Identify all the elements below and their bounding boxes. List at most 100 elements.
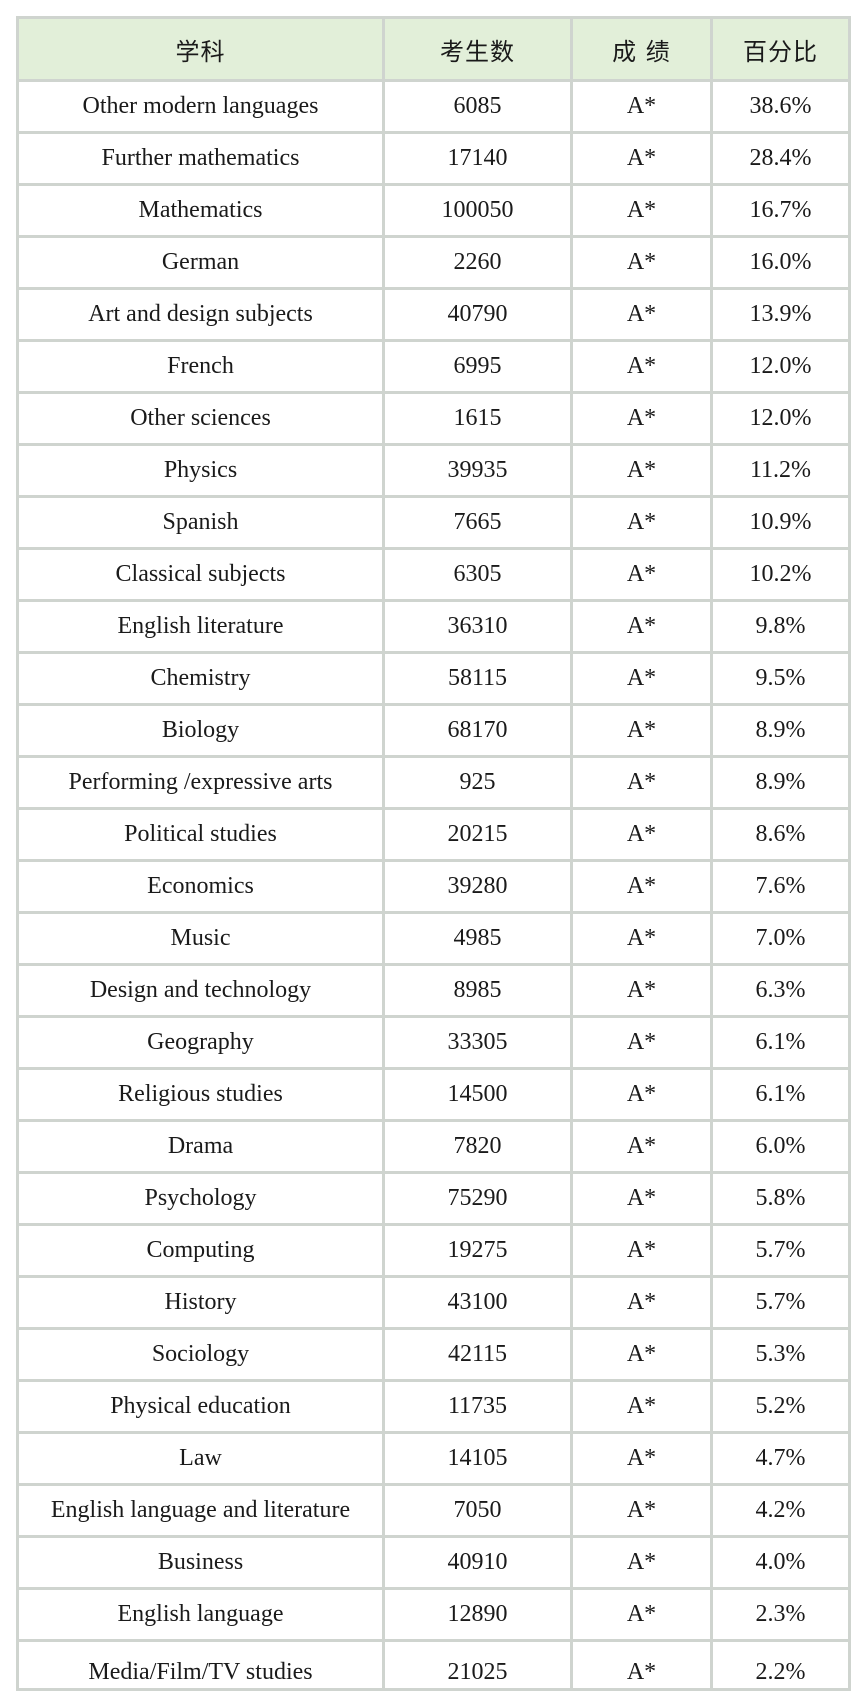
cell-percent: 11.2% [710,443,851,498]
table-row: Classical subjects 6305 A* 10.2% [16,547,851,602]
table-row: Media/Film/TV studies 21025 A* 2.2% [16,1639,851,1691]
cell-percent: 16.7% [710,183,851,238]
header-candidates: 考生数 [382,16,573,82]
cell-subject: Design and technology [16,963,385,1018]
cell-percent: 28.4% [710,131,851,186]
cell-grade: A* [570,1275,713,1330]
table-row: English literature 36310 A* 9.8% [16,599,851,654]
cell-percent: 13.9% [710,287,851,342]
cell-percent: 4.0% [710,1535,851,1590]
cell-candidates: 17140 [382,131,573,186]
cell-percent: 5.7% [710,1223,851,1278]
cell-subject: Geography [16,1015,385,1070]
cell-subject: Other modern languages [16,79,385,134]
cell-candidates: 39935 [382,443,573,498]
cell-subject: Business [16,1535,385,1590]
cell-candidates: 8985 [382,963,573,1018]
cell-grade: A* [570,235,713,290]
cell-candidates: 43100 [382,1275,573,1330]
cell-subject: Law [16,1431,385,1486]
cell-percent: 7.0% [710,911,851,966]
cell-candidates: 19275 [382,1223,573,1278]
results-table: 学科 考生数 成 绩 百分比 Other modern languages 608… [16,16,851,1691]
cell-subject: Performing /expressive arts [16,755,385,810]
table-row: Biology 68170 A* 8.9% [16,703,851,758]
cell-candidates: 6085 [382,79,573,134]
table-header: 学科 考生数 成 绩 百分比 [16,16,851,82]
table-row: Religious studies 14500 A* 6.1% [16,1067,851,1122]
cell-candidates: 39280 [382,859,573,914]
cell-subject: Sociology [16,1327,385,1382]
cell-subject: Drama [16,1119,385,1174]
cell-percent: 6.3% [710,963,851,1018]
results-table-container: 学科 考生数 成 绩 百分比 Other modern languages 608… [16,16,851,1691]
cell-percent: 4.2% [710,1483,851,1538]
cell-subject: English literature [16,599,385,654]
cell-candidates: 40790 [382,287,573,342]
cell-grade: A* [570,1171,713,1226]
header-percent: 百分比 [710,16,851,82]
table-row: Physical education 11735 A* 5.2% [16,1379,851,1434]
cell-candidates: 6305 [382,547,573,602]
header-subject: 学科 [16,16,385,82]
cell-subject: English language [16,1587,385,1642]
cell-percent: 4.7% [710,1431,851,1486]
cell-subject: Spanish [16,495,385,550]
cell-grade: A* [570,651,713,706]
cell-subject: French [16,339,385,394]
header-row: 学科 考生数 成 绩 百分比 [16,16,851,82]
table-row: Psychology 75290 A* 5.8% [16,1171,851,1226]
cell-grade: A* [570,755,713,810]
table-row: Chemistry 58115 A* 9.5% [16,651,851,706]
cell-candidates: 21025 [382,1639,573,1691]
cell-percent: 5.7% [710,1275,851,1330]
cell-grade: A* [570,963,713,1018]
table-row: Physics 39935 A* 11.2% [16,443,851,498]
cell-percent: 7.6% [710,859,851,914]
cell-candidates: 7050 [382,1483,573,1538]
cell-candidates: 58115 [382,651,573,706]
cell-candidates: 6995 [382,339,573,394]
table-row: Design and technology 8985 A* 6.3% [16,963,851,1018]
cell-percent: 9.5% [710,651,851,706]
cell-grade: A* [570,79,713,134]
cell-candidates: 33305 [382,1015,573,1070]
cell-grade: A* [570,1587,713,1642]
cell-subject: History [16,1275,385,1330]
cell-candidates: 14105 [382,1431,573,1486]
cell-percent: 9.8% [710,599,851,654]
cell-subject: Classical subjects [16,547,385,602]
cell-subject: Physical education [16,1379,385,1434]
table-row: English language and literature 7050 A* 4.2… [16,1483,851,1538]
cell-percent: 8.6% [710,807,851,862]
table-row: Further mathematics 17140 A* 28.4% [16,131,851,186]
cell-subject: Computing [16,1223,385,1278]
cell-candidates: 40910 [382,1535,573,1590]
table-row: Sociology 42115 A* 5.3% [16,1327,851,1382]
cell-grade: A* [570,911,713,966]
cell-candidates: 100050 [382,183,573,238]
table-row: French 6995 A* 12.0% [16,339,851,394]
cell-candidates: 11735 [382,1379,573,1434]
cell-grade: A* [570,1639,713,1691]
cell-grade: A* [570,807,713,862]
cell-percent: 5.3% [710,1327,851,1382]
table-row: Spanish 7665 A* 10.9% [16,495,851,550]
cell-grade: A* [570,599,713,654]
cell-grade: A* [570,703,713,758]
cell-grade: A* [570,443,713,498]
cell-percent: 38.6% [710,79,851,134]
cell-percent: 6.1% [710,1015,851,1070]
cell-grade: A* [570,1535,713,1590]
cell-percent: 2.3% [710,1587,851,1642]
cell-candidates: 42115 [382,1327,573,1382]
cell-subject: Other sciences [16,391,385,446]
table-row: Political studies 20215 A* 8.6% [16,807,851,862]
table-row: Law 14105 A* 4.7% [16,1431,851,1486]
cell-grade: A* [570,391,713,446]
cell-percent: 5.8% [710,1171,851,1226]
table-row: Performing /expressive arts 925 A* 8.9% [16,755,851,810]
cell-percent: 10.9% [710,495,851,550]
table-row: German 2260 A* 16.0% [16,235,851,290]
cell-candidates: 7820 [382,1119,573,1174]
